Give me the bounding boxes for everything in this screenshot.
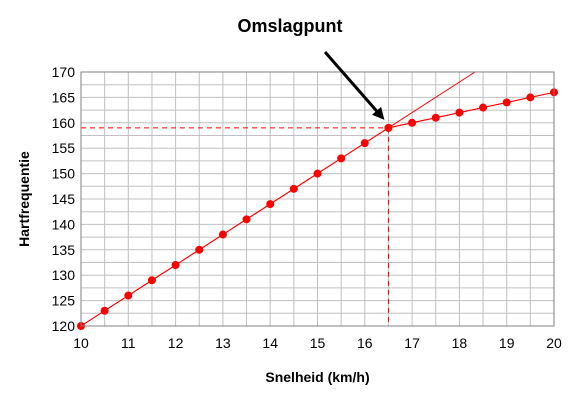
data-point	[431, 113, 440, 122]
y-tick-label: 120	[52, 318, 76, 334]
x-tick-label: 14	[262, 335, 278, 351]
data-point	[526, 93, 535, 102]
x-tick-label: 20	[546, 335, 562, 351]
y-tick-label: 135	[52, 242, 76, 258]
data-point	[171, 261, 180, 270]
x-tick-label: 10	[73, 335, 89, 351]
data-point	[289, 184, 298, 193]
data-point	[479, 103, 488, 112]
y-tick-label: 160	[52, 115, 76, 131]
x-tick-label: 11	[121, 335, 136, 351]
x-tick-label: 18	[452, 335, 468, 351]
annotation-arrow	[323, 51, 378, 112]
data-point	[100, 306, 109, 315]
y-tick-label: 150	[52, 166, 76, 182]
plot-area	[80, 71, 555, 327]
y-tick-label: 155	[52, 140, 76, 156]
data-point	[455, 108, 464, 117]
annotation-arrow-head	[372, 106, 385, 120]
data-point	[337, 154, 346, 163]
reference-lines	[81, 127, 389, 326]
annotation: Omslagpunt	[237, 16, 385, 120]
x-tick-label: 17	[404, 335, 420, 351]
data-points	[77, 88, 558, 330]
data-point	[195, 245, 204, 254]
annotation-label: Omslagpunt	[237, 16, 342, 36]
data-point	[147, 276, 156, 285]
data-point	[242, 215, 251, 224]
y-tick-label: 165	[52, 89, 76, 105]
y-tick-label: 145	[52, 191, 76, 207]
x-tick-label: 12	[168, 335, 184, 351]
x-axis-title: Snelheid (km/h)	[265, 369, 369, 385]
y-tick-label: 130	[52, 267, 76, 283]
y-tick-label: 140	[52, 216, 76, 232]
x-tick-label: 13	[215, 335, 231, 351]
data-point	[218, 230, 227, 239]
data-point	[384, 123, 393, 132]
y-axis-title: Hartfrequentie	[16, 151, 32, 247]
x-tick-label: 15	[310, 335, 326, 351]
y-tick-label: 125	[52, 293, 76, 309]
x-tick-label: 19	[499, 335, 515, 351]
data-point	[360, 139, 369, 148]
data-point	[266, 200, 275, 209]
data-point	[502, 98, 511, 107]
data-point	[408, 118, 417, 127]
data-point	[124, 291, 133, 300]
x-tick-labels: 10 11 12 13 14 15 16 17 18 19 20	[73, 335, 562, 351]
x-tick-label: 16	[357, 335, 373, 351]
y-tick-labels: 120 125 130 135 140 145 150 155 160 165 170	[52, 64, 76, 334]
data-point	[313, 169, 322, 178]
y-tick-label: 170	[52, 64, 76, 80]
